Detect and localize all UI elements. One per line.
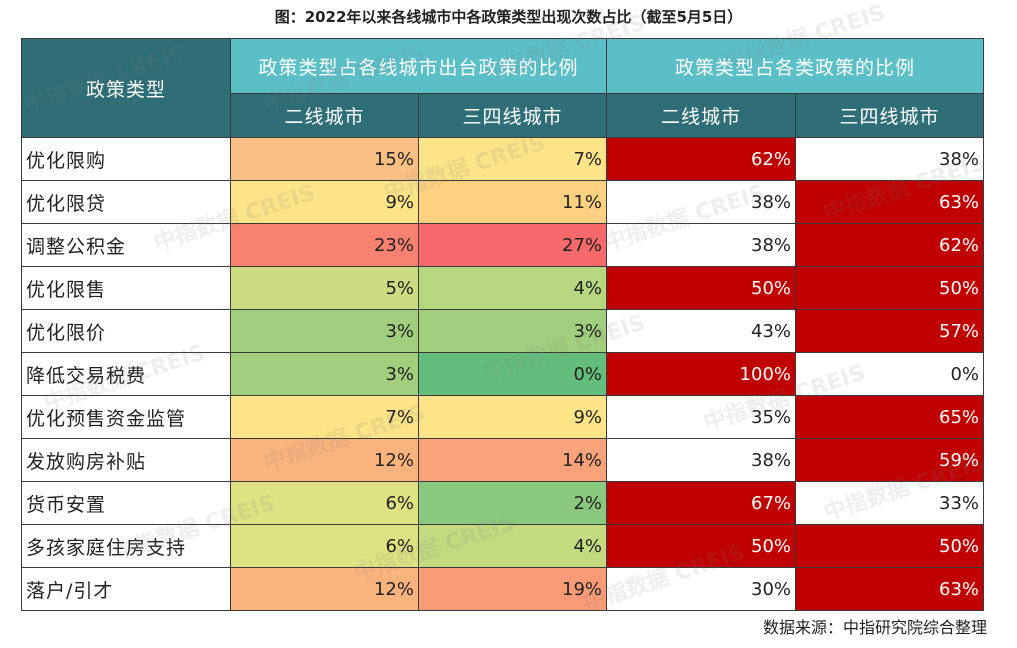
- table-row: 优化限售 5% 4% 50% 50%: [21, 266, 985, 310]
- data-source: 数据来源：中指研究院综合整理: [762, 618, 987, 637]
- table-row: 调整公积金 23% 27% 38% 62%: [21, 223, 985, 267]
- value-cell: 3%: [230, 309, 419, 353]
- table-row: 落户/引才 12% 19% 30% 63%: [21, 567, 985, 611]
- value-cell: 38%: [606, 180, 797, 224]
- row-label: 降低交易税费: [21, 352, 231, 396]
- value-cell: 43%: [606, 309, 797, 353]
- row-label: 货币安置: [21, 481, 231, 525]
- chart-title: 图：2022年以来各线城市中各政策类型出现次数占比（截至5月5日）: [274, 8, 743, 26]
- value-cell: 30%: [606, 567, 797, 611]
- policy-table: 政策类型 政策类型占各线城市出台政策的比例 政策类型占各类政策的比例 二线城市 …: [21, 38, 985, 611]
- row-label: 优化限贷: [21, 180, 231, 224]
- table-row: 优化限购 15% 7% 62% 38%: [21, 137, 985, 181]
- value-cell: 23%: [230, 223, 419, 267]
- header-group-city-share: 政策类型占各线城市出台政策的比例: [229, 38, 608, 94]
- value-cell: 50%: [606, 266, 797, 310]
- value-cell: 100%: [606, 352, 797, 396]
- header-sub-tier2-a: 二线城市: [230, 93, 419, 138]
- value-cell: 33%: [795, 481, 985, 525]
- table-row: 货币安置 6% 2% 67% 33%: [21, 481, 985, 525]
- value-cell: 62%: [795, 223, 985, 267]
- row-label: 优化预售资金监管: [21, 395, 231, 439]
- table-row: 降低交易税费 3% 0% 100% 0%: [21, 352, 985, 396]
- header-sub-tier34-a: 三四线城市: [417, 93, 608, 138]
- table-row: 多孩家庭住房支持 6% 4% 50% 50%: [21, 524, 985, 568]
- value-cell: 2%: [417, 481, 608, 525]
- table-row: 优化限贷 9% 11% 38% 63%: [21, 180, 985, 224]
- value-cell: 62%: [606, 137, 797, 181]
- value-cell: 67%: [606, 481, 797, 525]
- value-cell: 7%: [230, 395, 419, 439]
- value-cell: 27%: [417, 223, 608, 267]
- row-label: 调整公积金: [21, 223, 231, 267]
- value-cell: 6%: [230, 481, 419, 525]
- value-cell: 38%: [795, 137, 985, 181]
- value-cell: 5%: [230, 266, 419, 310]
- header-policy-type: 政策类型: [21, 38, 231, 138]
- row-label: 优化限价: [21, 309, 231, 353]
- value-cell: 38%: [606, 223, 797, 267]
- value-cell: 63%: [795, 180, 985, 224]
- value-cell: 50%: [795, 266, 985, 310]
- value-cell: 9%: [230, 180, 419, 224]
- value-cell: 19%: [417, 567, 608, 611]
- value-cell: 35%: [606, 395, 797, 439]
- value-cell: 3%: [417, 309, 608, 353]
- value-cell: 15%: [230, 137, 419, 181]
- table-row: 优化预售资金监管 7% 9% 35% 65%: [21, 395, 985, 439]
- value-cell: 7%: [417, 137, 608, 181]
- row-label: 优化限购: [21, 137, 231, 181]
- value-cell: 59%: [795, 438, 985, 482]
- value-cell: 57%: [795, 309, 985, 353]
- value-cell: 0%: [795, 352, 985, 396]
- value-cell: 0%: [417, 352, 608, 396]
- value-cell: 12%: [230, 438, 419, 482]
- header-sub-tier2-b: 二线城市: [606, 93, 797, 138]
- row-label: 发放购房补贴: [21, 438, 231, 482]
- row-label: 优化限售: [21, 266, 231, 310]
- table-body: 优化限购 15% 7% 62% 38% 优化限贷 9% 11% 38% 63% 调整公积金 23% 27…: [21, 137, 985, 611]
- value-cell: 63%: [795, 567, 985, 611]
- value-cell: 6%: [230, 524, 419, 568]
- value-cell: 11%: [417, 180, 608, 224]
- row-label: 落户/引才: [21, 567, 231, 611]
- value-cell: 14%: [417, 438, 608, 482]
- value-cell: 65%: [795, 395, 985, 439]
- table-row: 优化限价 3% 3% 43% 57%: [21, 309, 985, 353]
- value-cell: 9%: [417, 395, 608, 439]
- value-cell: 3%: [230, 352, 419, 396]
- value-cell: 50%: [795, 524, 985, 568]
- table-row: 发放购房补贴 12% 14% 38% 59%: [21, 438, 985, 482]
- value-cell: 4%: [417, 524, 608, 568]
- value-cell: 38%: [606, 438, 797, 482]
- value-cell: 4%: [417, 266, 608, 310]
- header-group-policy-share: 政策类型占各类政策的比例: [606, 38, 985, 94]
- value-cell: 50%: [606, 524, 797, 568]
- value-cell: 12%: [230, 567, 419, 611]
- row-label: 多孩家庭住房支持: [21, 524, 231, 568]
- header-sub-tier34-b: 三四线城市: [795, 93, 985, 138]
